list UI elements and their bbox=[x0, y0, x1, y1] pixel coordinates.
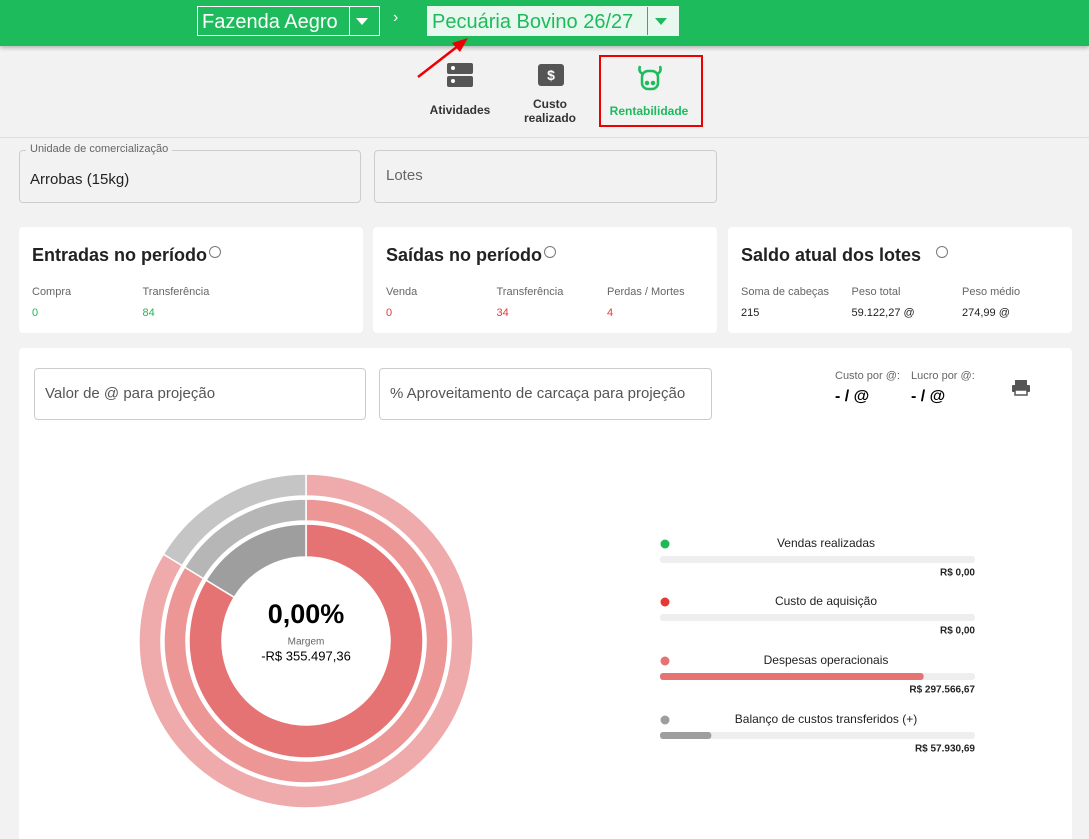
tab[interactable]: Rentabilidade bbox=[609, 104, 689, 118]
help-icon bbox=[208, 246, 221, 258]
tab[interactable]: Custo realizado bbox=[523, 97, 577, 125]
legend-value: R$ 57.930,69 bbox=[915, 744, 975, 755]
profit-label: Lucro por @: bbox=[911, 370, 975, 382]
field-label: Peso total bbox=[851, 286, 901, 298]
legend-name: Custo de aquisição bbox=[775, 594, 877, 608]
placeholder: % Aproveitamento de carcaça para projeçã… bbox=[390, 385, 686, 402]
cost-icon[interactable]: $ bbox=[538, 64, 564, 86]
field-value: 84 bbox=[142, 307, 155, 319]
legend-name: Balanço de custos transferidos (+) bbox=[735, 712, 917, 726]
field-label: Transferência bbox=[142, 286, 210, 298]
field-value: 215 bbox=[741, 307, 760, 319]
bar bbox=[660, 673, 924, 680]
bar-track bbox=[660, 732, 975, 739]
legend-value: R$ 0,00 bbox=[940, 568, 975, 579]
field-value: 274,99 @ bbox=[962, 307, 1010, 319]
chevron-icon bbox=[655, 18, 667, 25]
profit-value: - / @ bbox=[911, 388, 946, 405]
legend-dot bbox=[660, 597, 670, 607]
field-value: 59.122,27 @ bbox=[851, 307, 915, 319]
field-placeholder: Lotes bbox=[386, 167, 423, 184]
field-value: 4 bbox=[607, 307, 614, 319]
svg-text:$: $ bbox=[547, 67, 555, 83]
input[interactable]: % Aproveitamento de carcaça para projeçã… bbox=[379, 368, 712, 420]
legend-dot bbox=[660, 539, 670, 549]
farm-select[interactable]: Fazenda Aegro bbox=[197, 6, 380, 36]
highlight-box bbox=[599, 55, 703, 127]
cost-value: - / @ bbox=[835, 388, 870, 405]
summary-card: Saídas no período Venda 0 Transferência 34 Pe… bbox=[373, 227, 717, 333]
placeholder: Valor de @ para projeção bbox=[45, 385, 216, 402]
breadcrumb-chevron: › bbox=[393, 9, 399, 26]
tab[interactable]: Atividades bbox=[429, 103, 491, 117]
bar bbox=[660, 732, 712, 739]
legend-dot bbox=[660, 656, 670, 666]
input[interactable]: Valor de @ para projeção bbox=[34, 368, 366, 420]
margin-value: 0,00% bbox=[268, 599, 345, 629]
donut-segment bbox=[138, 473, 474, 809]
print-icon[interactable] bbox=[1012, 380, 1030, 396]
card-title: Saídas no período bbox=[386, 245, 543, 265]
result-value: -R$ 355.497,36 bbox=[261, 648, 351, 663]
field-label: Perdas / Mortes bbox=[607, 286, 685, 298]
donut-segment bbox=[183, 498, 307, 580]
donut-segment bbox=[163, 498, 449, 784]
farm-name: Fazenda Aegro bbox=[202, 11, 338, 33]
tab-bar bbox=[0, 46, 1089, 138]
card-title: Entradas no período bbox=[32, 245, 208, 265]
annotation-arrow bbox=[417, 38, 468, 78]
unit-select[interactable] bbox=[19, 150, 361, 203]
summary-card: Saldo atual dos lotes Soma de cabeças 215 P… bbox=[728, 227, 1072, 333]
legend-dot bbox=[660, 715, 670, 725]
summary-card: Entradas no período Compra 0 Transferência 8… bbox=[19, 227, 363, 333]
field-label: Transferência bbox=[496, 286, 564, 298]
donut-segment bbox=[162, 473, 307, 567]
field-value: 34 bbox=[496, 307, 509, 319]
legend-name: Despesas operacionais bbox=[764, 653, 889, 667]
field-label: Unidade de comercialização bbox=[26, 143, 173, 155]
divider bbox=[647, 7, 648, 35]
donut-segment bbox=[205, 523, 307, 599]
margin-label: Margem bbox=[288, 637, 325, 648]
bar-track bbox=[660, 556, 975, 563]
help-icon bbox=[936, 246, 949, 258]
legend-value: R$ 0,00 bbox=[940, 626, 975, 637]
field-value: 0 bbox=[386, 307, 393, 319]
field-label: Peso médio bbox=[962, 286, 1021, 298]
help-icon bbox=[544, 246, 557, 258]
card-title: Saldo atual dos lotes bbox=[741, 245, 922, 265]
field-value: 0 bbox=[32, 307, 39, 319]
lots-select[interactable] bbox=[374, 150, 717, 203]
activities-icon[interactable] bbox=[447, 63, 473, 87]
bar-track bbox=[660, 614, 975, 621]
cost-label: Custo por @: bbox=[835, 370, 900, 382]
chevron-icon bbox=[356, 18, 368, 25]
field-value: Arrobas (15kg) bbox=[30, 171, 130, 188]
legend-name: Vendas realizadas bbox=[777, 536, 875, 550]
cow-icon[interactable] bbox=[638, 65, 662, 91]
activity-select[interactable]: Pecuária Bovino 26/27 bbox=[427, 6, 679, 36]
field-label: Venda bbox=[386, 286, 418, 298]
divider bbox=[349, 7, 350, 35]
field-label: Compra bbox=[32, 286, 72, 298]
activity-name: Pecuária Bovino 26/27 bbox=[432, 11, 634, 33]
field-label: Soma de cabeças bbox=[741, 286, 830, 298]
legend-value: R$ 297.566,67 bbox=[909, 685, 975, 696]
donut-hole bbox=[222, 557, 390, 725]
donut-segment bbox=[188, 523, 424, 759]
